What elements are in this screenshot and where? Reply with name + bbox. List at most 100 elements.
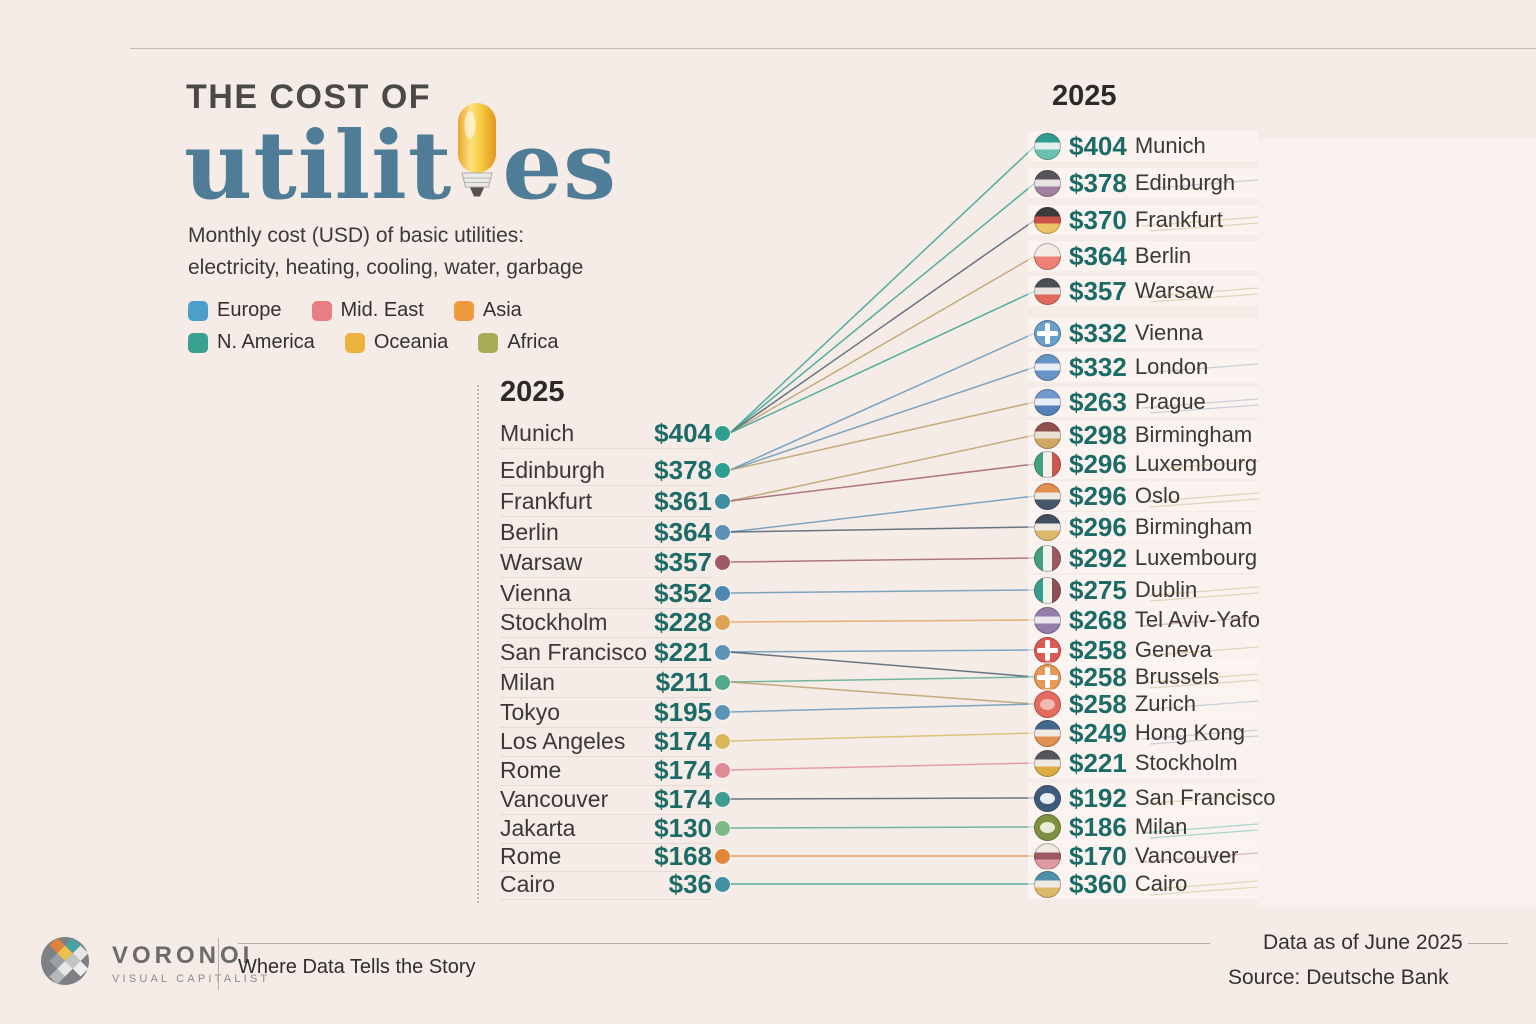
- table-row: $292 Luxembourg: [1034, 543, 1257, 573]
- right-background-panel: [1258, 138, 1536, 908]
- left-column-year: 2025: [500, 376, 565, 408]
- table-row: Edinburgh $378: [500, 455, 712, 486]
- data-date-note: Data as of June 2025: [1263, 931, 1463, 954]
- legend-label: Mid. East: [340, 299, 424, 321]
- table-row: Vienna $352: [500, 578, 712, 609]
- table-row: $370 Frankfurt: [1034, 205, 1223, 235]
- table-row: Los Angeles $174: [500, 726, 712, 757]
- table-row: Rome $174: [500, 755, 712, 786]
- left-city-label: Milan: [500, 668, 555, 695]
- city-dot: [715, 763, 730, 778]
- table-row: $170 Vancouver: [1034, 841, 1238, 871]
- table-row: $378 Edinburgh: [1034, 168, 1235, 198]
- table-row: Stockholm $228: [500, 607, 712, 638]
- row-highlight-strip: [1028, 131, 1258, 161]
- row-highlight-strip: [1028, 605, 1258, 635]
- table-row: Berlin $364: [500, 517, 712, 548]
- row-highlight-strip: [1028, 783, 1258, 813]
- legend-label: Europe: [217, 299, 282, 321]
- legend-label: N. America: [217, 331, 315, 353]
- left-city-label: Tokyo: [500, 698, 561, 725]
- right-city-label: Milan: [1134, 814, 1188, 839]
- top-divider-line: [130, 48, 1536, 49]
- left-city-label: Rome: [500, 756, 562, 783]
- brand-tagline: Where Data Tells the Story: [238, 956, 476, 978]
- city-dot: [715, 555, 730, 570]
- voronoi-logo: [40, 936, 90, 991]
- left-value-label: $352: [654, 577, 712, 608]
- row-highlight-strip: [1028, 543, 1258, 573]
- legend-swatch-icon: [311, 300, 332, 321]
- table-row: $258 Brussels: [1034, 662, 1219, 692]
- legend-swatch-icon: [478, 332, 499, 353]
- left-city-label: Frankfurt: [500, 487, 593, 514]
- legend-item-europe: Europe: [188, 299, 282, 322]
- flag-icon: [1034, 663, 1061, 691]
- left-value-label: $228: [654, 606, 712, 637]
- left-city-label: Berlin: [500, 518, 559, 545]
- right-value-label: $258: [1069, 661, 1127, 692]
- page-title: utilit es: [184, 102, 617, 213]
- right-value-label: $298: [1069, 419, 1127, 450]
- flag-icon: [1034, 576, 1061, 604]
- left-city-label: San Francisco: [500, 638, 648, 665]
- left-value-label: $36: [668, 868, 712, 899]
- left-value-label: $168: [654, 840, 712, 871]
- left-value-label: $174: [654, 783, 712, 814]
- table-row: Jakarta $130: [500, 813, 712, 844]
- legend-swatch-icon: [188, 332, 208, 353]
- brand-subtitle: VISUAL CAPITALIST: [112, 973, 271, 985]
- right-city-label: Frankfurt: [1134, 207, 1223, 232]
- table-row: $296 Birmingham: [1034, 512, 1252, 542]
- right-city-label: Stockholm: [1134, 750, 1238, 775]
- flag-icon: [1034, 636, 1061, 664]
- flag-icon: [1034, 690, 1061, 718]
- row-highlight-strip: [1028, 748, 1258, 778]
- city-dot: [715, 494, 730, 509]
- footer-rule-right: [1468, 943, 1508, 944]
- flag-icon: [1034, 842, 1061, 870]
- left-city-label: Rome: [500, 842, 562, 869]
- city-dot: [715, 645, 730, 660]
- right-value-label: $192: [1069, 782, 1127, 813]
- table-row: $186 Milan: [1034, 812, 1187, 842]
- left-value-label: $404: [654, 417, 712, 448]
- right-city-label: London: [1134, 354, 1209, 379]
- city-dot: [715, 792, 730, 807]
- table-row: San Francisco $221: [500, 637, 712, 668]
- subtitle-line-2: electricity, heating, cooling, water, ga…: [188, 255, 584, 279]
- left-value-label: $195: [654, 696, 712, 727]
- legend-swatch-icon: [453, 300, 474, 321]
- table-row: $258 Zurich: [1034, 689, 1196, 719]
- right-value-label: $292: [1069, 542, 1127, 573]
- right-value-label: $186: [1069, 811, 1127, 842]
- flag-icon: [1034, 242, 1061, 270]
- table-row: Frankfurt $361: [500, 486, 712, 517]
- left-value-label: $211: [655, 666, 712, 697]
- left-city-label: Stockholm: [500, 608, 608, 635]
- city-dot: [715, 463, 730, 478]
- legend-swatch-icon: [188, 300, 208, 321]
- right-value-label: $357: [1069, 275, 1127, 306]
- subtitle-line-1: Monthly cost (USD) of basic utilities:: [188, 224, 525, 247]
- flag-icon: [1034, 206, 1061, 234]
- right-city-label: Vienna: [1134, 320, 1203, 345]
- right-value-label: $249: [1069, 717, 1127, 748]
- city-dot: [715, 705, 730, 720]
- right-city-label: Geneva: [1134, 637, 1212, 662]
- legend-label: Asia: [482, 299, 522, 321]
- right-value-label: $370: [1069, 204, 1127, 235]
- right-city-label: Munich: [1134, 133, 1206, 158]
- left-city-label: Vancouver: [500, 785, 609, 812]
- right-value-label: $360: [1069, 868, 1127, 899]
- right-column-year: 2025: [1052, 80, 1117, 112]
- row-highlight-strip: [1028, 812, 1258, 842]
- chart-subtitle: Monthly cost (USD) of basic utilities: e…: [188, 220, 583, 283]
- table-row: $332 London: [1034, 352, 1208, 382]
- legend-item-n-america: N. America: [188, 331, 315, 354]
- table-row: $263 Prague: [1034, 387, 1206, 417]
- city-dot: [715, 586, 730, 601]
- left-value-label: $174: [654, 754, 712, 785]
- left-value-label: $130: [654, 812, 712, 843]
